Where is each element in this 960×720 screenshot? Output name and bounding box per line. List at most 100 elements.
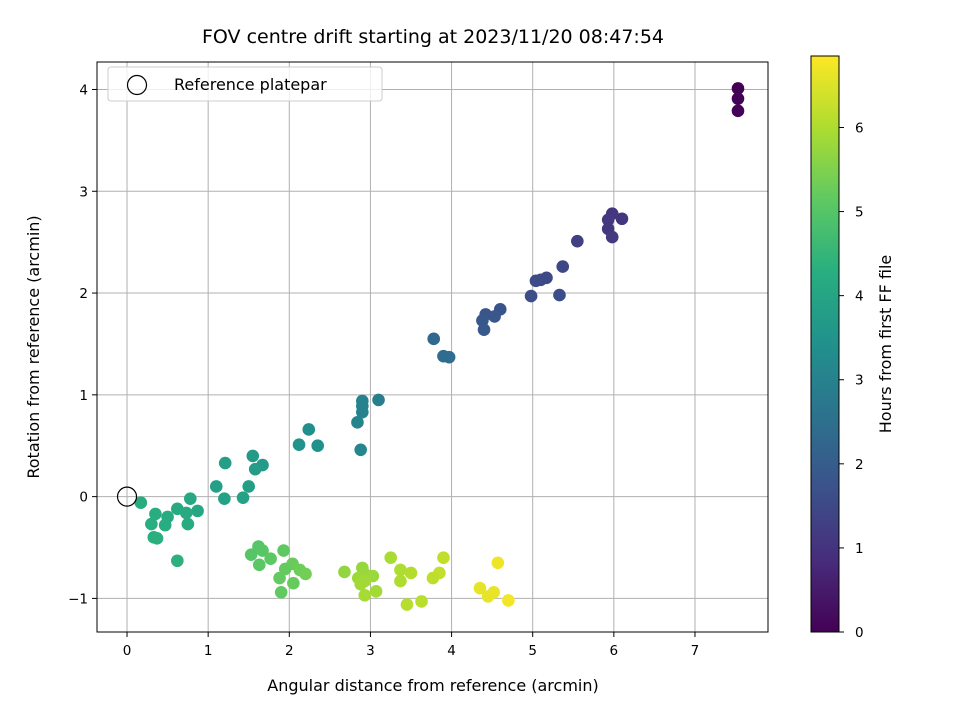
data-point [524, 289, 538, 303]
data-point [415, 595, 428, 608]
y-tick-label: 0 [79, 490, 88, 506]
data-point [184, 492, 197, 505]
data-point [400, 598, 414, 611]
data-point [426, 571, 440, 585]
data-point [437, 551, 450, 564]
data-point [274, 586, 288, 599]
data-point [488, 310, 501, 323]
axes-frame [96, 61, 769, 633]
x-tick-label: 0 [123, 643, 132, 659]
chart-title: FOV centre drift starting at 2023/11/20 … [202, 26, 664, 48]
data-point [394, 563, 407, 577]
data-point [209, 480, 223, 493]
data-point [442, 350, 456, 364]
data-point [302, 423, 316, 436]
y-tick-label: 2 [79, 286, 88, 302]
colorbar-tick-label: 1 [855, 541, 864, 557]
reference-platepar-marker [116, 486, 138, 507]
colorbar-tick-label: 2 [855, 457, 864, 473]
data-point [354, 577, 367, 591]
x-axis-label: Angular distance from reference (arcmin) [267, 676, 598, 695]
x-tick-label: 2 [285, 643, 294, 659]
data-point [287, 576, 300, 590]
data-point [491, 556, 505, 570]
data-point [731, 82, 745, 95]
legend-label: Reference platepar [174, 75, 327, 94]
data-point [731, 104, 745, 118]
x-tick-label: 4 [447, 643, 456, 659]
data-point [256, 544, 269, 557]
data-points [134, 82, 745, 611]
legend-box [107, 66, 383, 102]
legend: Reference platepar [107, 66, 383, 102]
data-point [179, 506, 193, 520]
data-point [277, 544, 290, 557]
y-tick-label: −1 [68, 591, 88, 607]
data-point [278, 562, 292, 576]
data-point [171, 554, 184, 568]
data-point [553, 288, 566, 302]
data-point [242, 480, 256, 493]
data-point [218, 456, 232, 470]
data-point [571, 234, 584, 248]
legend-open-circle-icon [126, 74, 148, 96]
y-tick-label: 4 [79, 82, 88, 98]
data-point [218, 492, 231, 505]
data-point [191, 504, 204, 518]
colorbar-tick-label: 6 [855, 120, 864, 136]
data-point [615, 212, 629, 226]
y-tick-label: 1 [79, 388, 88, 404]
x-tick-label: 5 [528, 643, 537, 659]
colorbar-ticks: 0 1 2 3 4 5 6 [839, 120, 864, 641]
data-point [605, 230, 619, 244]
colorbar-tick-label: 4 [855, 289, 864, 305]
data-point [145, 517, 158, 531]
data-point [246, 449, 260, 463]
data-point [477, 323, 491, 336]
data-point [150, 532, 164, 545]
data-point [158, 518, 172, 532]
data-point [311, 439, 324, 453]
data-point [354, 443, 367, 457]
colorbar-tick-label: 3 [855, 373, 864, 389]
data-point [356, 405, 369, 419]
data-point [404, 566, 418, 580]
data-point [358, 589, 372, 602]
data-point [556, 260, 570, 273]
plot-area [97, 62, 768, 632]
data-point [264, 552, 277, 566]
data-point [601, 213, 615, 227]
data-point [134, 496, 148, 510]
data-point [273, 571, 286, 585]
axis-ticks: 0 1 2 3 4 5 6 7 −1 0 1 2 3 4 [68, 82, 699, 659]
data-point [338, 565, 351, 579]
data-point [299, 567, 312, 581]
data-point [731, 92, 745, 105]
data-point [292, 438, 306, 452]
y-axis-label: Rotation from reference (arcmin) [24, 215, 43, 478]
grid [97, 62, 768, 632]
data-point [181, 517, 195, 531]
colorbar [810, 55, 840, 633]
colorbar-tick-label: 5 [855, 205, 864, 221]
data-point [236, 491, 250, 504]
colorbar-tick-label: 0 [855, 625, 864, 641]
data-point [351, 416, 364, 429]
x-tick-label: 3 [366, 643, 375, 659]
data-point [384, 551, 398, 564]
data-point [369, 584, 383, 598]
y-tick-label: 3 [79, 184, 88, 200]
data-point [427, 332, 441, 346]
data-point [252, 558, 266, 572]
data-point [248, 462, 262, 476]
data-point [481, 590, 495, 603]
data-point [149, 507, 162, 521]
data-point [473, 581, 487, 595]
data-point [372, 393, 385, 407]
data-point [529, 274, 543, 288]
colorbar-label: Hours from first FF file [876, 255, 895, 434]
x-tick-label: 1 [204, 643, 213, 659]
x-tick-label: 6 [610, 643, 619, 659]
data-point [502, 594, 515, 607]
data-point [394, 574, 407, 588]
